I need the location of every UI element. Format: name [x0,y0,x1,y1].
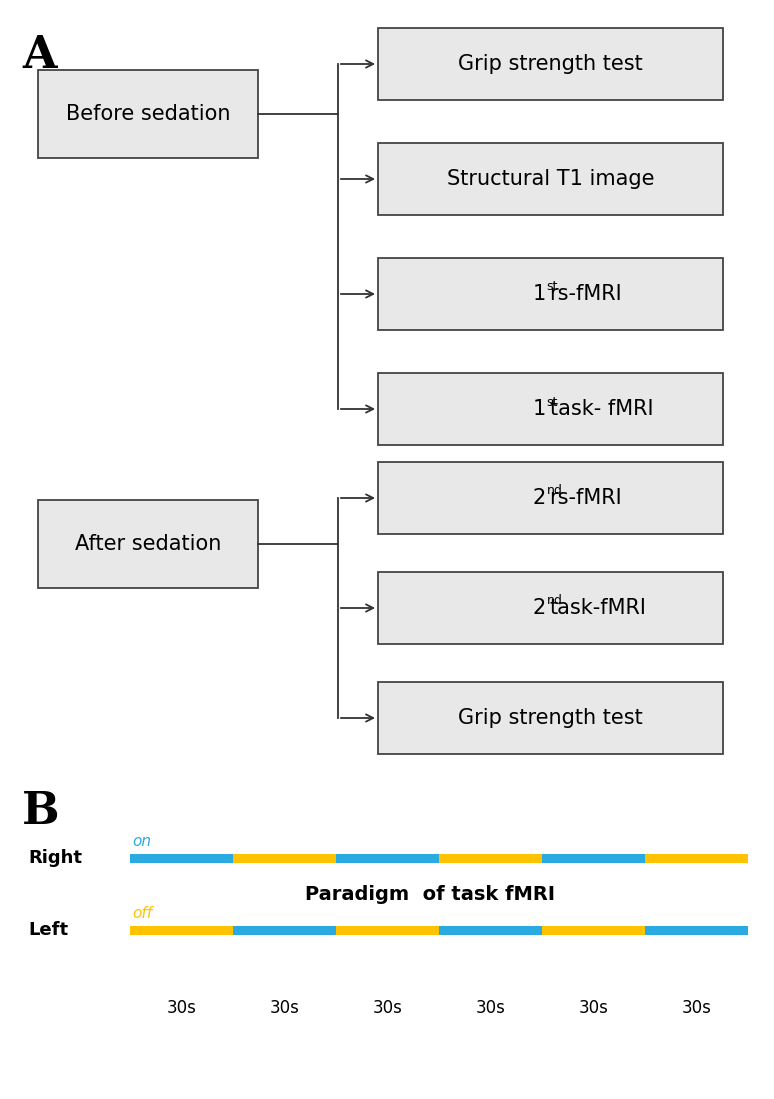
Text: task- fMRI: task- fMRI [550,399,653,419]
Bar [542,925,645,934]
Text: Grip strength test: Grip strength test [458,708,643,728]
Text: nd: nd [546,485,563,498]
Text: on: on [132,834,151,850]
Text: 30s: 30s [269,999,300,1017]
Text: rs-fMRI: rs-fMRI [550,488,622,508]
Bar [378,258,723,330]
Bar [378,682,723,754]
Text: off: off [132,907,152,921]
Bar [645,925,748,934]
Text: 30s: 30s [166,999,197,1017]
Text: Before sedation: Before sedation [66,104,230,124]
Text: 30s: 30s [682,999,711,1017]
Bar [336,925,439,934]
Text: Grip strength test: Grip strength test [458,54,643,74]
Text: 2: 2 [533,598,546,618]
Text: Structural T1 image: Structural T1 image [447,169,654,189]
Text: Right: Right [28,850,82,867]
Text: After sedation: After sedation [75,534,221,554]
Bar [233,854,336,863]
Text: st: st [546,396,558,409]
Text: Left: Left [28,921,68,939]
Bar [645,854,748,863]
Bar [542,854,645,863]
Text: 2: 2 [533,488,546,508]
Bar [38,70,258,158]
Text: st: st [546,280,558,293]
Bar [336,854,439,863]
Bar [378,462,723,534]
Text: Paradigm  of task fMRI: Paradigm of task fMRI [305,886,555,904]
Bar [378,143,723,215]
Text: nd: nd [546,595,563,608]
Text: B: B [22,790,60,833]
Text: 1: 1 [533,399,546,419]
Text: rs-fMRI: rs-fMRI [550,284,622,304]
Text: 30s: 30s [372,999,402,1017]
Bar [378,373,723,445]
Text: task-fMRI: task-fMRI [550,598,646,618]
Text: 1: 1 [533,284,546,304]
Bar [233,925,336,934]
Bar [378,571,723,644]
Text: 30s: 30s [475,999,505,1017]
Bar [439,854,542,863]
Text: A: A [22,33,57,77]
Bar [439,925,542,934]
Bar [130,854,233,863]
Text: 30s: 30s [578,999,608,1017]
Bar [378,27,723,100]
Bar [38,500,258,588]
Bar [130,925,233,934]
